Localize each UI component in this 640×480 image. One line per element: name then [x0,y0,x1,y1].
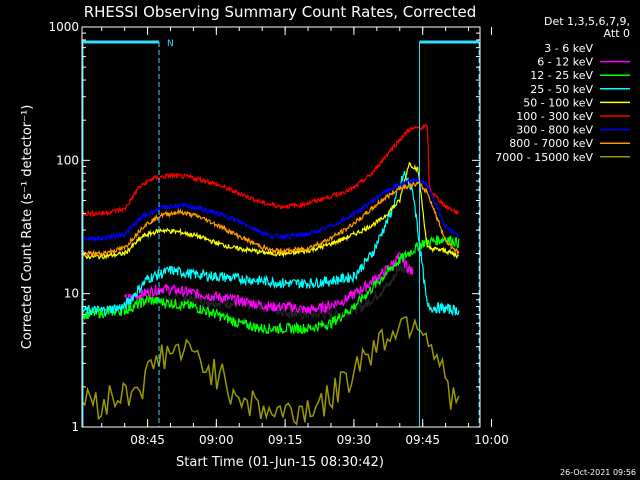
series-line-6 [81,123,459,218]
y-tick-label: 1 [71,420,79,434]
legend-label-1: 3 - 6 keV [544,42,593,55]
legend-title-line-2: Att 0 [604,27,630,40]
legend-label-2: 6 - 12 keV [537,56,593,69]
series-line-5 [81,161,459,260]
x-tick-label: 09:30 [337,433,372,447]
y-axis-label: Corrected Count Rate (s⁻¹ detector⁻¹) [20,105,35,350]
series-line-7 [81,177,460,243]
x-axis-label: Start Time (01-Jun-15 08:30:42) [176,455,384,470]
legend-label-3: 12 - 25 keV [530,69,593,82]
series-line-3 [81,235,460,336]
x-tick-label: 09:45 [405,433,440,447]
legend-title-line-1: Det 1,3,5,6,7,9, [544,15,630,28]
chart-title: RHESSI Observing Summary Count Rates, Co… [84,3,477,21]
legend-label-4: 25 - 50 keV [530,83,593,96]
series-line-9 [81,316,460,426]
status-bars: N [82,39,480,427]
y-axis: 1 10 100 1000 [48,20,480,434]
plot-frame [81,26,481,428]
y-tick-label: 100 [56,153,79,167]
series-layer [81,123,460,426]
x-tick-label: 09:15 [268,433,303,447]
x-axis: 08:45 09:00 09:15 09:30 09:45 10:00 [101,27,509,447]
series-line-2 [124,252,414,315]
x-tick-label: 10:00 [474,433,509,447]
y-tick-label: 1000 [48,20,79,34]
legend-label-6: 100 - 300 keV [516,110,593,123]
y-tick-label: 10 [64,287,79,301]
legend-label-5: 50 - 100 keV [523,96,593,109]
legend-label-9: 7000 - 15000 keV [495,151,593,164]
x-tick-label: 08:45 [130,433,165,447]
timestamp: 26-Oct-2021 09:56 [560,468,636,477]
legend-label-8: 800 - 7000 keV [509,137,593,150]
series-line-8 [81,181,460,258]
series-line-1 [124,264,414,322]
series-line-4 [81,170,460,318]
night-marker-label: N [167,39,174,49]
legend-label-7: 300 - 800 keV [516,124,593,137]
x-tick-label: 09:00 [199,433,234,447]
